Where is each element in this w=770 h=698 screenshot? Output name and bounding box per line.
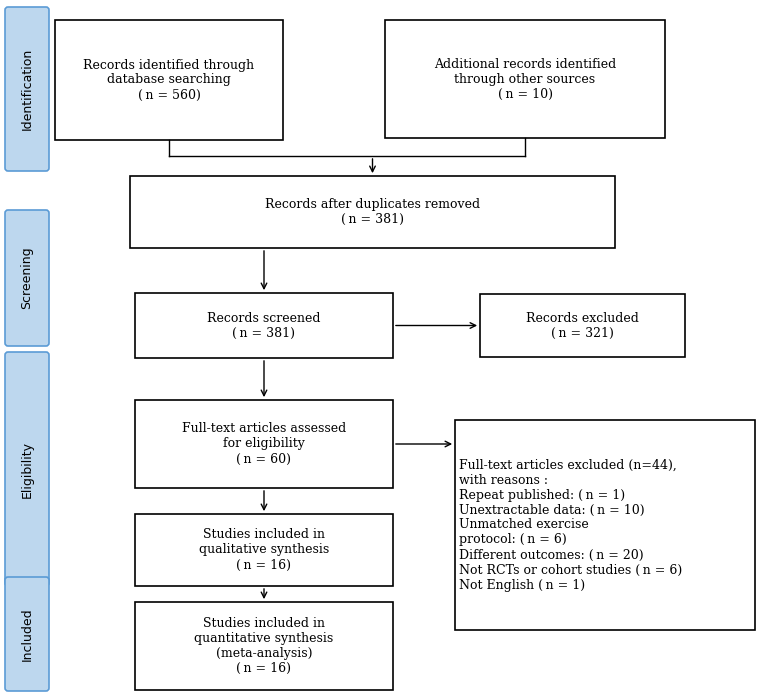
Text: Records excluded
( n = 321): Records excluded ( n = 321) [526,311,639,339]
Bar [135,514,393,586]
FancyBboxPatch shape [5,352,49,586]
Text: Identification: Identification [21,48,34,130]
Bar [480,294,685,357]
Bar [455,420,755,630]
FancyBboxPatch shape [5,7,49,171]
Bar [135,602,393,690]
Text: Included: Included [21,607,34,661]
Text: Full-text articles assessed
for eligibility
( n = 60): Full-text articles assessed for eligibil… [182,422,346,466]
Bar [55,20,283,140]
Bar [385,20,665,138]
FancyBboxPatch shape [5,210,49,346]
Text: Full-text articles excluded (n=44),
with reasons :
Repeat published: ( n = 1)
Un: Full-text articles excluded (n=44), with… [459,459,682,591]
Bar [135,293,393,358]
Bar [130,176,615,248]
Text: Additional records identified
through other sources
( n = 10): Additional records identified through ot… [434,57,616,101]
Text: Studies included in
quantitative synthesis
(meta-analysis)
( n = 16): Studies included in quantitative synthes… [194,617,333,675]
Text: Eligibility: Eligibility [21,440,34,498]
Text: Records screened
( n = 381): Records screened ( n = 381) [207,311,321,339]
Text: Screening: Screening [21,246,34,309]
Bar [135,400,393,488]
Text: Records after duplicates removed
( n = 381): Records after duplicates removed ( n = 3… [265,198,480,226]
Text: Records identified through
database searching
( n = 560): Records identified through database sear… [83,59,255,101]
FancyBboxPatch shape [5,577,49,691]
Text: Studies included in
qualitative synthesis
( n = 16): Studies included in qualitative synthesi… [199,528,329,572]
